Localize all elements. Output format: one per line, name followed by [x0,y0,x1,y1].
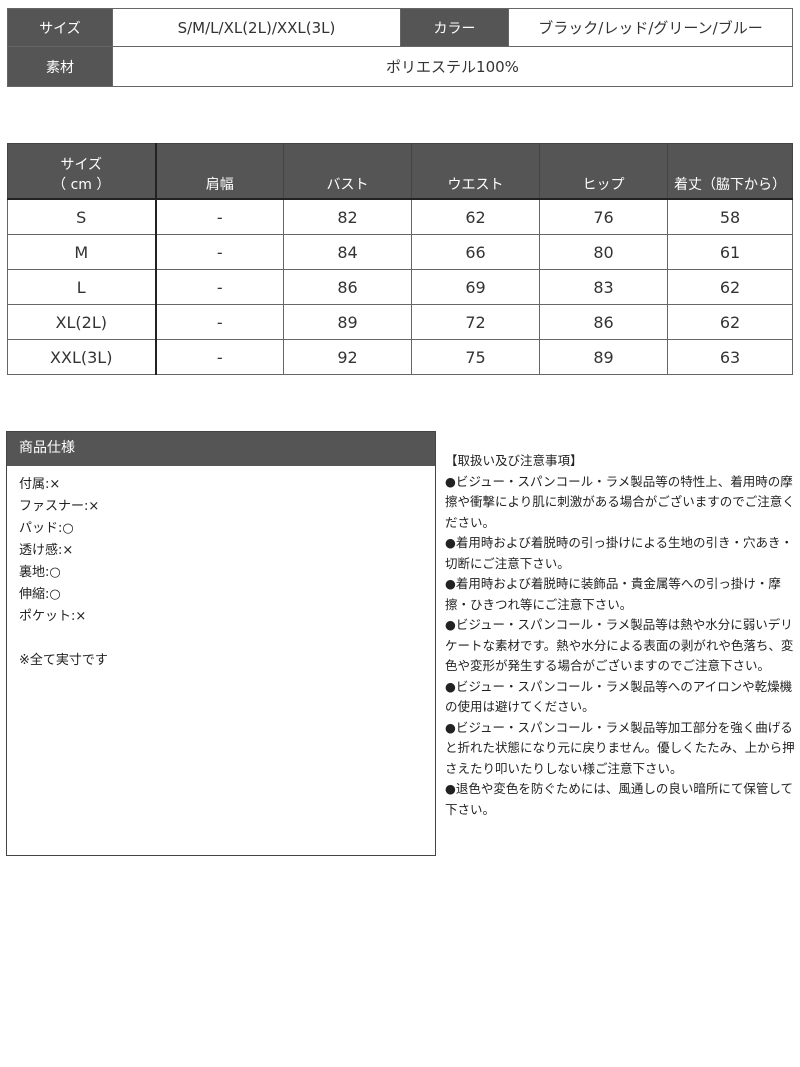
spec-item: 付属:× [19,477,61,492]
table-cell: S [7,198,157,235]
table-row: L -86 69 83 62 [7,269,793,305]
note-item: ●退色や変色を防ぐためには、風通しの良い暗所にて保管して下さい。 [445,781,794,817]
spec-title: 商品仕様 [7,432,435,466]
table-cell: 92 [283,339,412,375]
note-item: ●ビジュー・スパンコール・ラメ製品等の特性上、着用時の摩擦や衝撃により肌に刺激が… [445,473,795,530]
table-cell: 69 [411,269,540,305]
header-length: 着丈（脇下から） [667,143,793,200]
table-cell: 82 [283,198,412,235]
spec-item: ポケット:× [19,609,87,624]
notes-title: 【取扱い及び注意事項】 [445,453,583,468]
spec-item: 伸縮:○ [19,587,61,602]
spec-panel: 商品仕様 付属:× ファスナー:× パッド:○ 透け感:× 裏地:○ 伸縮:○ ポケット:×… [6,431,436,856]
table-cell: 76 [539,198,668,235]
table-cell: XXL(3L) [7,339,157,375]
header-size: サイズ（ cm ） [7,143,157,200]
table-cell: - [155,304,284,340]
spec-item: ファスナー:× [19,499,100,514]
table-cell: - [155,339,284,375]
table-cell: 75 [411,339,540,375]
table-row: M -84 66 80 61 [7,234,793,270]
note-item: ●着用時および着脱時の引っ掛けによる生地の引き・穴あき・切断にご注意下さい。 [445,535,794,571]
note-item: ●ビジュー・スパンコール・ラメ製品等へのアイロンや乾燥機の使用は避けてください。 [445,678,793,715]
color-value: ブラック/レッド/グリーン/ブルー [508,8,793,47]
table-cell: L [7,269,157,305]
spec-note: ※全て実寸です [19,653,108,668]
table-row: XXL(3L) -92 75 89 63 [7,339,793,375]
note-item: ●ビジュー・スパンコール・ラメ製品等加工部分を強く曲げると折れた状態になり元に戻… [445,719,795,776]
table-cell: 86 [283,269,412,305]
table-cell: 66 [411,234,540,270]
table-cell: 89 [539,339,668,375]
table-cell: - [155,198,284,235]
size-value: S/M/L/XL(2L)/XXL(3L) [112,8,401,47]
spec-item: 透け感:× [19,543,74,558]
table-cell: XL(2L) [7,304,157,340]
table-cell: 72 [411,304,540,340]
header-bust: バスト [283,143,412,200]
spec-item: パッド:○ [19,521,74,536]
table-cell: 58 [667,198,793,235]
table-cell: 80 [539,234,668,270]
table-cell: 62 [667,269,793,305]
table-cell: 83 [539,269,668,305]
header-hip: ヒップ [539,143,668,200]
spec-item: 裏地:○ [19,565,61,580]
material-label: 素材 [7,46,113,87]
header-shoulder: 肩幅 [155,143,284,200]
summary-table: サイズ S/M/L/XL(2L)/XXL(3L) カラー ブラック/レッド/グリ… [7,8,793,87]
table-cell: M [7,234,157,270]
care-notes: 【取扱い及び注意事項】 ●ビジュー・スパンコール・ラメ製品等の特性上、着用時の摩… [445,451,795,820]
header-waist: ウエスト [411,143,540,200]
material-value: ポリエステル100% [112,46,793,87]
table-cell: 62 [667,304,793,340]
table-cell: 62 [411,198,540,235]
table-cell: 61 [667,234,793,270]
table-cell: 89 [283,304,412,340]
table-row: S -82 62 76 58 [7,198,793,235]
table-row: XL(2L) -89 72 86 62 [7,304,793,340]
color-label: カラー [400,8,509,47]
table-cell: - [155,234,284,270]
table-cell: 63 [667,339,793,375]
table-cell: 84 [283,234,412,270]
table-cell: 86 [539,304,668,340]
note-item: ●ビジュー・スパンコール・ラメ製品等は熱や水分に弱いデリケートな素材です。熱や水… [445,617,794,673]
size-label: サイズ [7,8,113,47]
size-table: サイズ（ cm ） 肩幅 バスト ウエスト ヒップ 着丈（脇下から） S -82 6… [7,143,793,375]
note-item: ●着用時および着脱時に装飾品・貴金属等への引っ掛け・摩擦・ひきつれ等にご注意下さ… [445,576,781,612]
table-cell: - [155,269,284,305]
